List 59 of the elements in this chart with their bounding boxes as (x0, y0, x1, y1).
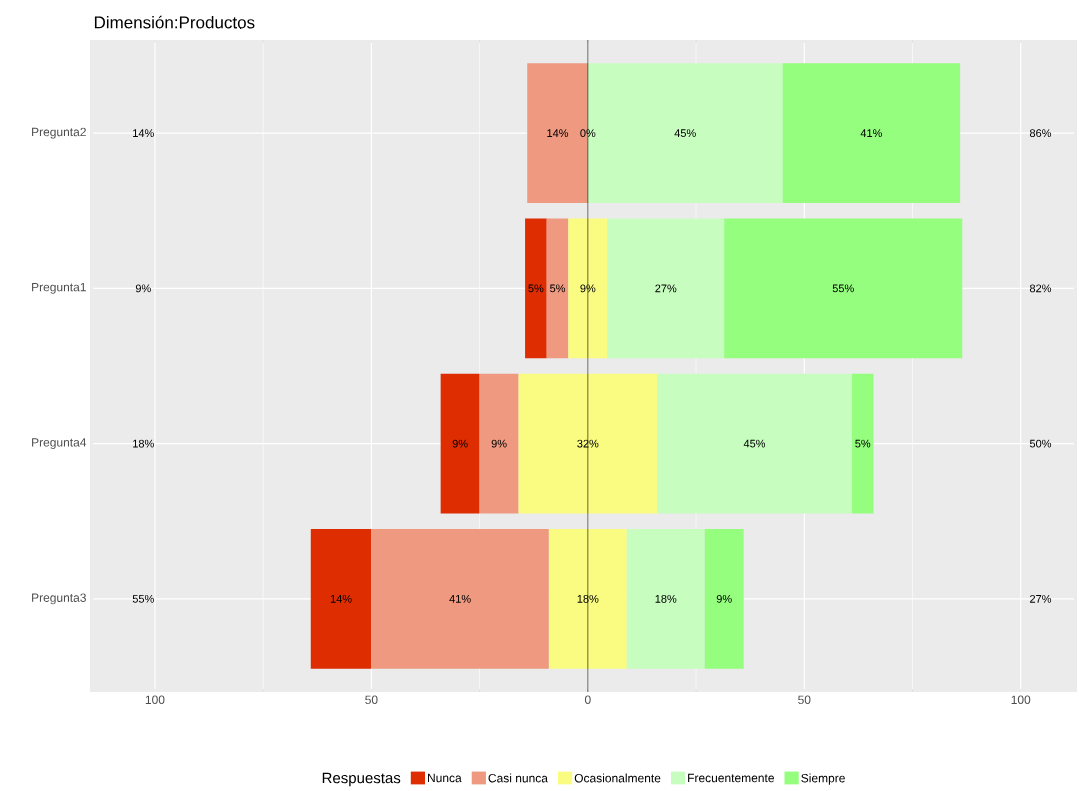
y-tick-label: Pregunta3 (32, 593, 86, 605)
bar (310, 528, 372, 669)
data-label: 5% (855, 439, 871, 448)
data-label: 45% (743, 439, 766, 448)
legend-label: Nunca (428, 773, 462, 783)
legend-label: Frecuentemente (688, 773, 774, 783)
x-tick-label: 100 (1011, 695, 1031, 705)
annotation: 27% (1030, 594, 1052, 603)
chart-title: Dimensión:Productos (94, 15, 255, 29)
y-tick-label: Pregunta4 (32, 438, 87, 449)
annotation: 50% (1029, 439, 1052, 448)
data-label: 18% (655, 594, 677, 603)
data-label: 9% (580, 284, 596, 293)
data-label: 18% (577, 594, 599, 603)
data-label: 9% (452, 439, 468, 448)
x-tick-label: 50 (798, 695, 811, 705)
bar (440, 373, 480, 514)
bar (479, 373, 519, 514)
data-label: 14% (330, 595, 352, 603)
data-label: 14% (547, 129, 569, 137)
data-label: 41% (860, 129, 882, 137)
data-label: 55% (832, 284, 854, 293)
bar (548, 528, 627, 669)
annotation: 18% (133, 439, 154, 448)
annotation: 9% (135, 284, 151, 293)
bar (518, 373, 658, 514)
data-label: 0% (580, 129, 596, 138)
annotation: 82% (1029, 284, 1052, 293)
bar (607, 218, 725, 359)
data-label: 5% (528, 284, 544, 293)
annotation: 14% (133, 129, 154, 137)
legend-label: Siempre (801, 773, 845, 785)
bar (657, 373, 852, 514)
annotation: 55% (132, 594, 154, 603)
legend-title: Respuestas (322, 772, 401, 787)
bar (782, 63, 961, 203)
data-label: 41% (449, 595, 471, 603)
annotation: 86% (1029, 129, 1052, 138)
data-label: 9% (716, 594, 732, 603)
bar (626, 528, 705, 669)
legend-label: Casi nunca (488, 773, 548, 783)
data-label: 45% (674, 129, 696, 138)
data-label: 32% (577, 439, 599, 448)
legend-label: Ocasionalmente (574, 773, 661, 783)
data-label: 27% (655, 284, 677, 293)
y-tick-label: Pregunta2 (32, 127, 86, 139)
x-tick-label: 0 (584, 695, 591, 705)
x-tick-label: 100 (145, 695, 165, 705)
bar (704, 528, 744, 669)
bar (851, 373, 874, 514)
data-label: 9% (491, 439, 507, 448)
bar (724, 218, 963, 359)
data-label: 5% (550, 284, 566, 293)
bar (546, 218, 569, 359)
bar (371, 528, 549, 669)
x-tick-label: 50 (365, 695, 378, 705)
bar (568, 218, 608, 359)
bar (525, 218, 547, 359)
y-tick-label: Pregunta1 (32, 283, 86, 294)
